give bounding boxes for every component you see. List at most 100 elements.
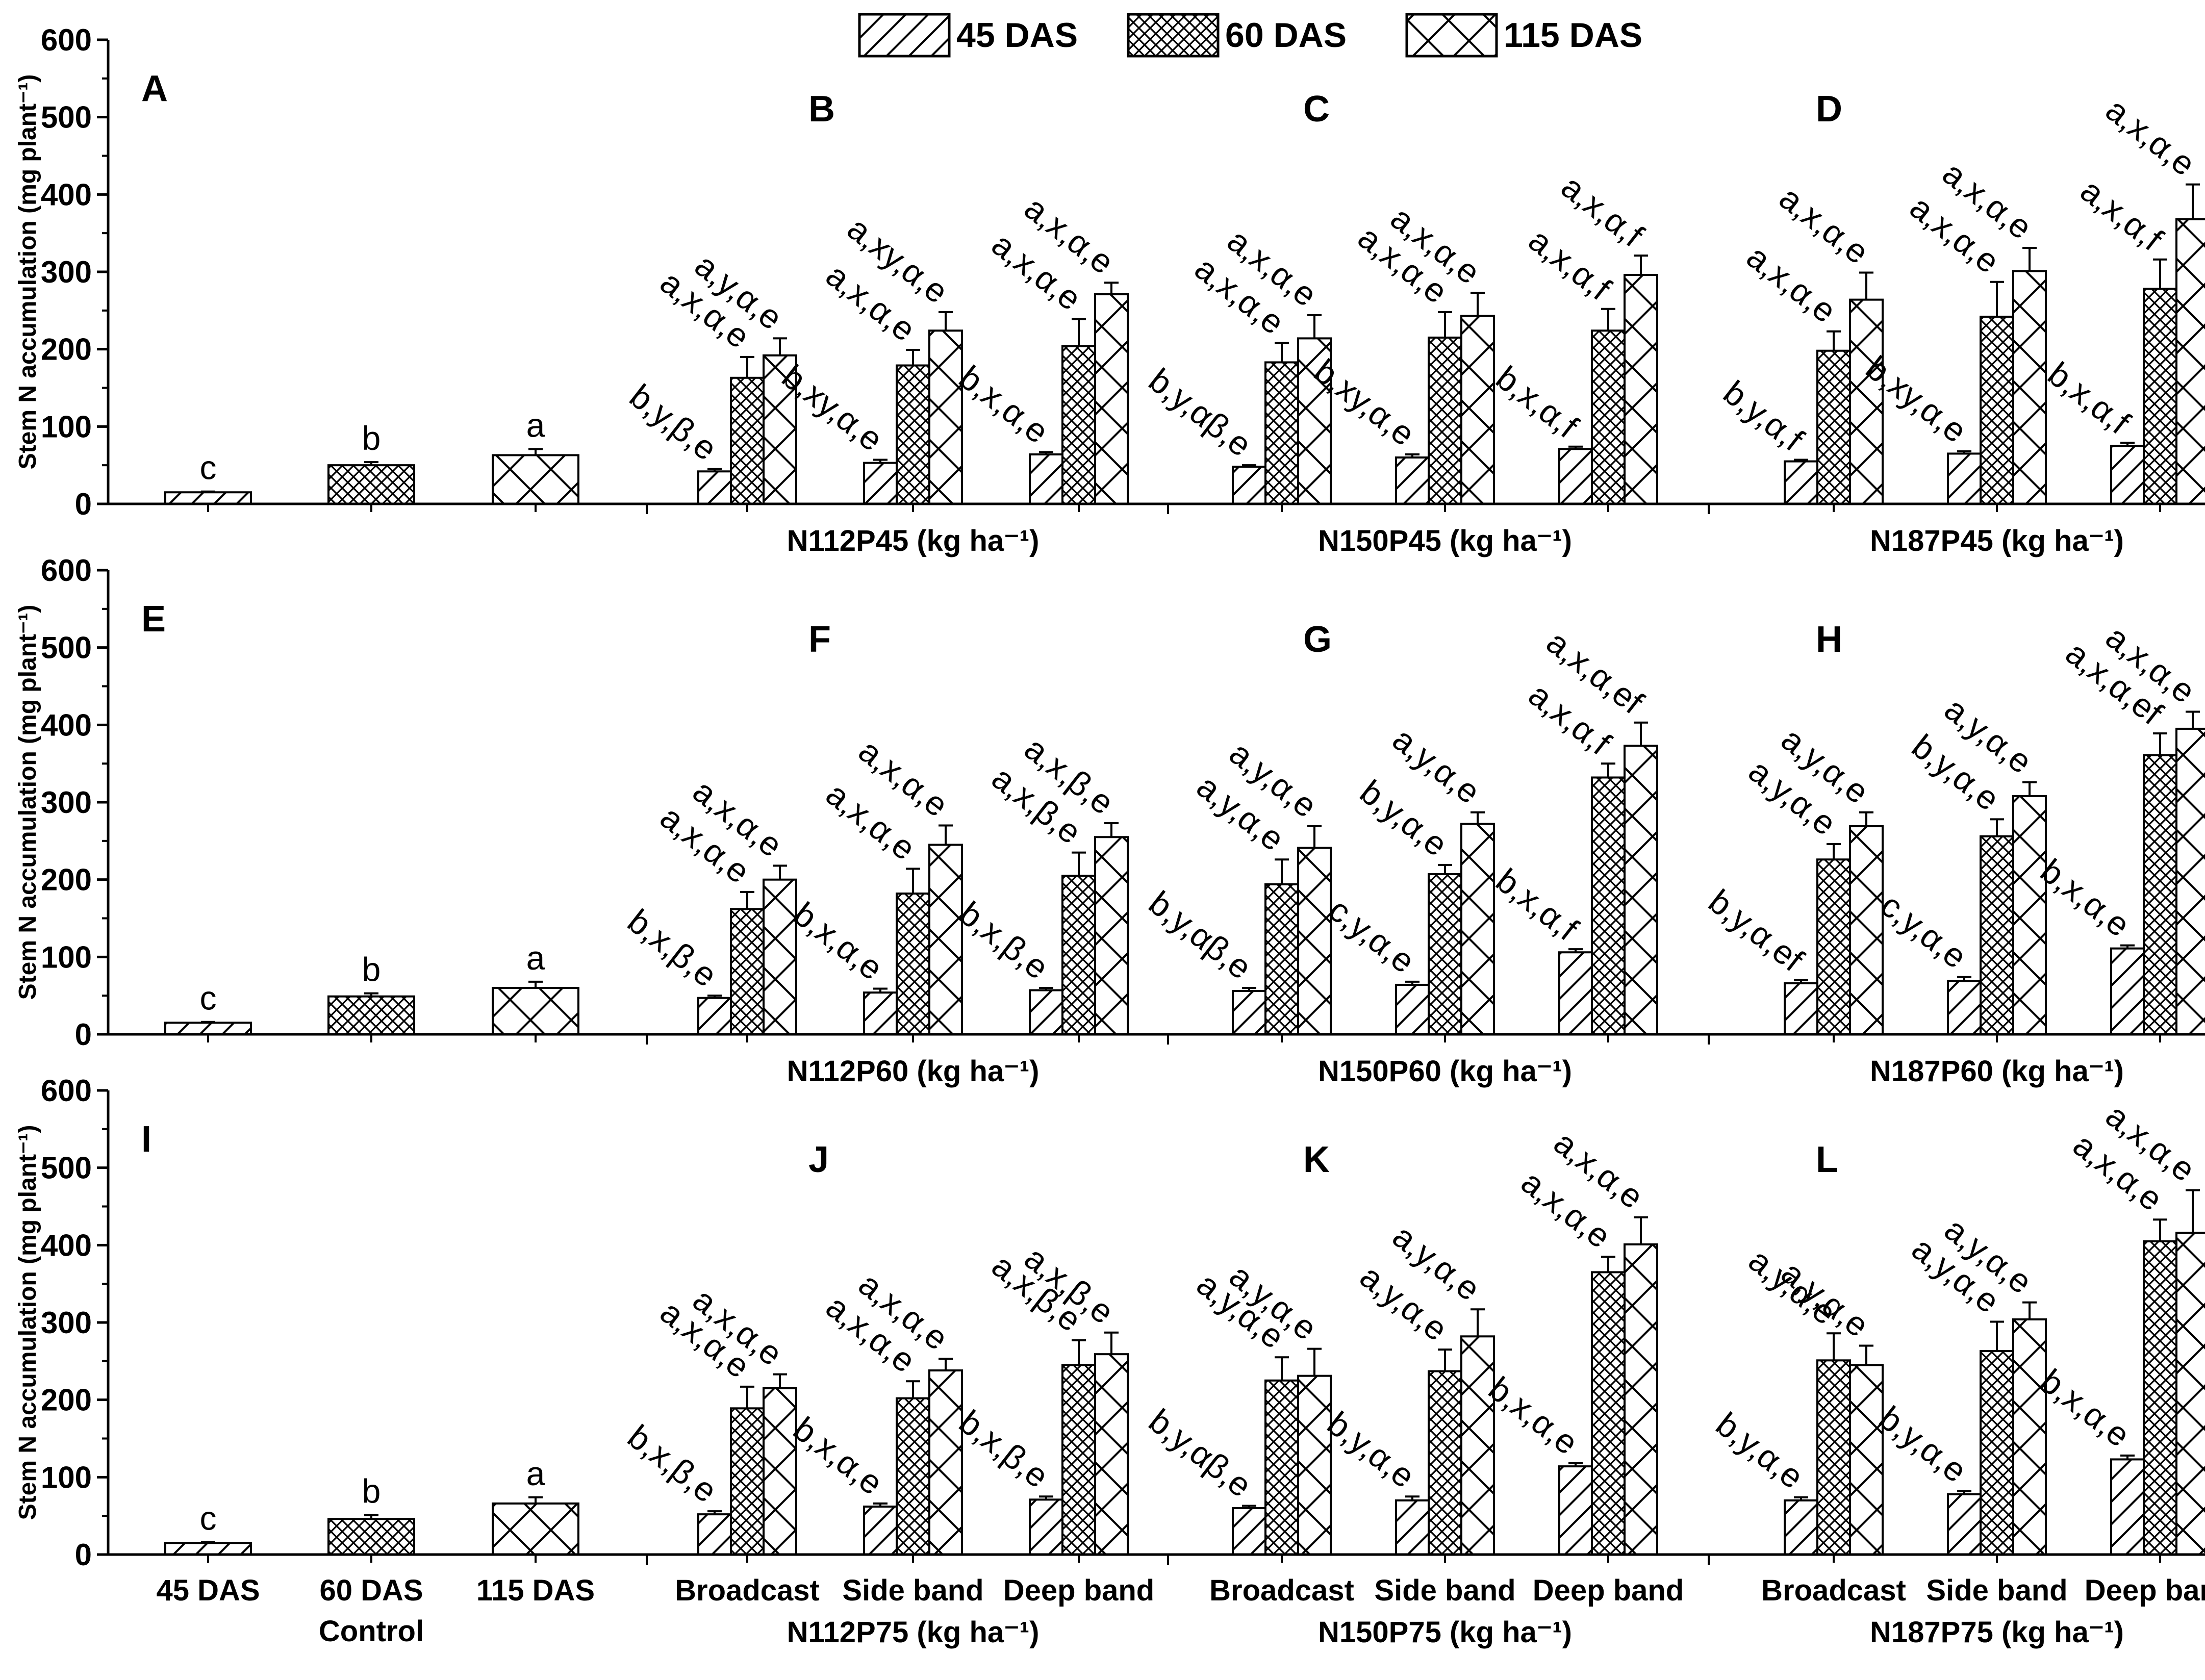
bar <box>1591 1271 1626 1556</box>
bar <box>1947 452 1982 505</box>
bar <box>1264 1379 1299 1556</box>
significance-label: b,x,β,e <box>621 902 724 994</box>
bar <box>1947 1493 1982 1556</box>
y-tick-label: 100 <box>41 410 92 444</box>
significance-label: c <box>200 449 217 487</box>
legend-swatch-3 <box>1405 13 1498 58</box>
bar <box>327 464 415 505</box>
bar <box>863 1505 898 1556</box>
y-tick-label: 300 <box>41 255 92 289</box>
bar <box>492 987 579 1035</box>
panel-letter: L <box>1816 1139 1838 1180</box>
y-tick-label: 600 <box>41 1074 92 1108</box>
x-tick-label: Broadcast <box>1761 1574 1906 1607</box>
y-tick-label: 100 <box>41 940 92 974</box>
significance-label: b <box>362 951 381 988</box>
significance-label: a <box>526 406 545 444</box>
x-tick-label: 60 DAS <box>319 1574 423 1607</box>
bar <box>2012 1318 2047 1556</box>
significance-label: b,y,α,f <box>1716 373 1811 459</box>
bar <box>1395 983 1430 1036</box>
bar <box>1558 448 1593 505</box>
bar <box>2143 754 2177 1035</box>
bar <box>1849 825 1884 1036</box>
bar <box>1029 453 1063 505</box>
group-xlabel: N112P45 (kg ha⁻¹) <box>787 524 1040 557</box>
significance-label: b,x,α,e <box>787 1410 890 1502</box>
bar <box>1624 274 1658 505</box>
bar <box>1784 1499 1818 1556</box>
legend-swatch-1 <box>858 13 951 58</box>
legend: 45 DAS 60 DAS 115 DAS <box>858 13 1642 58</box>
significance-label: b,x,α,f <box>1489 359 1586 445</box>
y-tick-label: 0 <box>75 487 92 521</box>
significance-label: a,x,α,e <box>2099 90 2202 183</box>
y-tick-label: 400 <box>41 708 92 742</box>
bar <box>763 1387 797 1556</box>
legend-swatch-2 <box>1127 13 1220 58</box>
bar <box>1428 336 1462 505</box>
panel-letter: C <box>1303 89 1330 130</box>
bar <box>164 491 252 505</box>
control-xlabel: Control <box>319 1615 424 1648</box>
bar <box>1094 836 1129 1035</box>
bar <box>1094 293 1129 505</box>
significance-label: b,x,β,e <box>621 1417 724 1510</box>
legend-label-3: 115 DAS <box>1504 16 1642 55</box>
bar <box>1061 1364 1096 1556</box>
y-tick-label: 300 <box>41 785 92 820</box>
y-tick-label: 400 <box>41 177 92 212</box>
panel-j: Jb,x,β,ea,x,α,ea,x,α,eBroadcastb,x,α,ea,… <box>621 1139 1154 1649</box>
bar <box>1849 298 1884 505</box>
x-tick-label: Side band <box>1926 1574 2067 1607</box>
significance-label: b,y,αβ,e <box>1142 1402 1259 1505</box>
bar <box>327 995 415 1036</box>
group-xlabel: N150P75 (kg ha⁻¹) <box>1318 1616 1572 1649</box>
y-tick-label: 200 <box>41 1383 92 1417</box>
bar <box>164 1542 252 1556</box>
bar <box>863 462 898 505</box>
bar <box>1232 1507 1266 1556</box>
bar <box>1624 1243 1658 1556</box>
significance-label: b,x,α,e <box>787 895 890 987</box>
bar <box>1816 1359 1851 1556</box>
bar <box>1558 951 1593 1035</box>
y-tick-label: 100 <box>41 1460 92 1494</box>
bar <box>1624 745 1658 1035</box>
y-axis-title: Stem N accumulation (mg plant⁻¹) <box>14 605 41 1000</box>
significance-label: c,y,α,e <box>1322 890 1422 980</box>
bar <box>1460 315 1495 505</box>
panel-g: Gb,y,αβ,ea,y,α,ea,y,α,ec,y,α,eb,y,α,ea,y… <box>1142 619 1658 1088</box>
bar <box>763 878 797 1035</box>
bar <box>2175 1232 2205 1556</box>
bar <box>1061 875 1096 1036</box>
bar <box>1094 1353 1129 1556</box>
bar <box>1232 466 1266 505</box>
bar <box>697 997 732 1036</box>
panel-c: Cb,y,αβ,ea,x,α,ea,x,α,eb,xy,α,ea,x,α,ea,… <box>1142 89 1658 557</box>
bar <box>730 1407 765 1556</box>
significance-label: b,y,α,e <box>1321 1404 1422 1495</box>
y-tick-label: 200 <box>41 333 92 367</box>
significance-label: a <box>526 939 545 977</box>
significance-label: b,y,α,e <box>1872 1398 1974 1489</box>
y-tick-label: 500 <box>41 100 92 135</box>
bar <box>1816 349 1851 505</box>
significance-label: c <box>200 979 217 1017</box>
panel-letter: D <box>1816 89 1842 130</box>
bar <box>896 1397 930 1556</box>
panel-h: Hb,y,α,efa,y,α,ea,y,α,ec,y,α,eb,y,α,ea,y… <box>1702 618 2205 1088</box>
significance-label: a,x,α,f <box>2074 171 2170 258</box>
significance-label: b,x,α,f <box>2041 354 2138 441</box>
bar <box>1297 337 1332 505</box>
panel-d: Db,y,α,fa,x,α,ea,x,α,eb,xy,α,ea,x,α,ea,x… <box>1708 89 2205 557</box>
bar <box>928 1369 963 1556</box>
bar <box>1849 1364 1884 1556</box>
bar <box>164 1022 252 1035</box>
significance-label: b,x,α,e <box>2034 1362 2137 1454</box>
y-axis-title: Stem N accumulation (mg plant⁻¹) <box>14 1125 41 1520</box>
bar <box>763 354 797 505</box>
